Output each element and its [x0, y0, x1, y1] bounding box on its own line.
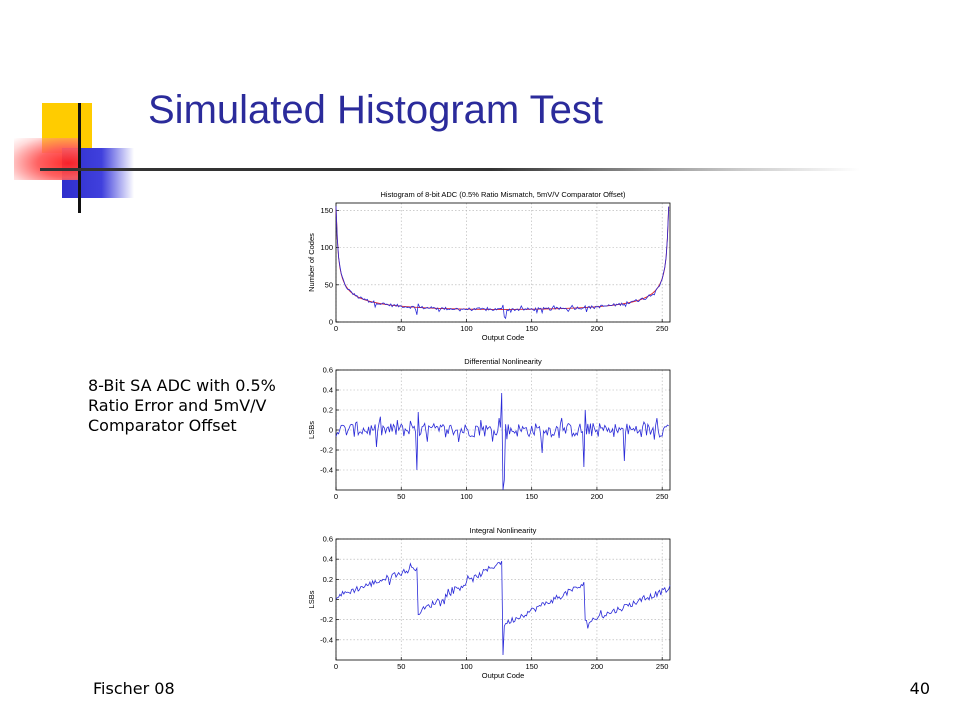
x-tick-label: 250 — [656, 662, 669, 671]
x-tick-label: 0 — [334, 492, 338, 501]
x-tick-label: 100 — [460, 662, 473, 671]
x-axis-label: Output Code — [482, 671, 525, 680]
y-tick-label: 0.2 — [323, 406, 333, 415]
x-tick-label: 0 — [334, 662, 338, 671]
x-tick-label: 50 — [397, 662, 405, 671]
series-dnl-line — [335, 392, 669, 491]
y-axis-label: Number of Codes — [307, 233, 316, 292]
y-tick-label: 0.4 — [323, 386, 333, 395]
chart-title: Integral Nonlinearity — [470, 526, 537, 535]
x-tick-label: 100 — [460, 492, 473, 501]
caption-line: Comparator Offset — [88, 416, 237, 435]
x-axis-label: Output Code — [482, 333, 525, 342]
x-tick-label: 100 — [460, 324, 473, 333]
x-tick-label: 200 — [591, 324, 604, 333]
chart-title: Differential Nonlinearity — [464, 357, 542, 366]
inl-chart: Integral Nonlinearity 0 50 100 150 200 250 -0.4… — [307, 526, 671, 680]
y-tick-label: -0.4 — [320, 466, 333, 475]
plot-frame — [335, 202, 671, 323]
x-tick-label: 0 — [334, 324, 338, 333]
chart-title: Histogram of 8-bit ADC (0.5% Ratio Misma… — [381, 190, 626, 199]
x-tick-label: 250 — [656, 492, 669, 501]
x-tick-label: 200 — [591, 662, 604, 671]
x-tick-label: 150 — [525, 324, 538, 333]
y-axis-label: LSBs — [307, 421, 316, 439]
y-tick-label: -0.2 — [320, 615, 333, 624]
x-tick-label: 150 — [525, 662, 538, 671]
x-tick-label: 150 — [525, 492, 538, 501]
y-tick-label: -0.4 — [320, 635, 333, 644]
dnl-chart: Differential Nonlinearity 0 50 100 150 200 250… — [307, 357, 671, 501]
y-tick-label: 0 — [329, 595, 333, 604]
chart-caption: 8-Bit SA ADC with 0.5% Ratio Error and 5… — [88, 376, 303, 436]
deco-vertical-line — [78, 103, 81, 213]
histogram-chart: Histogram of 8-bit ADC (0.5% Ratio Misma… — [307, 190, 671, 342]
series-histogram-line — [335, 206, 670, 320]
y-tick-label: 0.2 — [323, 575, 333, 584]
footer-author: Fischer 08 — [93, 679, 175, 698]
caption-line: 8-Bit SA ADC with 0.5% — [88, 376, 276, 395]
caption-line: Ratio Error and 5mV/V — [88, 396, 267, 415]
y-tick-label: 50 — [325, 280, 333, 289]
x-tick-label: 50 — [397, 492, 405, 501]
y-tick-label: 0 — [329, 318, 333, 327]
x-tick-label: 200 — [591, 492, 604, 501]
title-divider — [40, 168, 860, 171]
y-tick-label: 0 — [329, 426, 333, 435]
x-tick-label: 50 — [397, 324, 405, 333]
y-tick-label: 100 — [320, 243, 333, 252]
page-title: Simulated Histogram Test — [148, 88, 603, 132]
deco-red-square — [14, 138, 78, 180]
series-inl-line — [335, 561, 671, 655]
y-axis-label: LSBs — [307, 590, 316, 608]
y-tick-label: -0.2 — [320, 446, 333, 455]
series-ideal-line — [335, 206, 670, 310]
y-tick-label: 0.6 — [323, 535, 333, 544]
y-tick-label: 0.6 — [323, 366, 333, 375]
page-number: 40 — [909, 679, 930, 698]
x-tick-label: 250 — [656, 324, 669, 333]
y-tick-label: 150 — [320, 206, 333, 215]
y-tick-label: 0.4 — [323, 555, 333, 564]
